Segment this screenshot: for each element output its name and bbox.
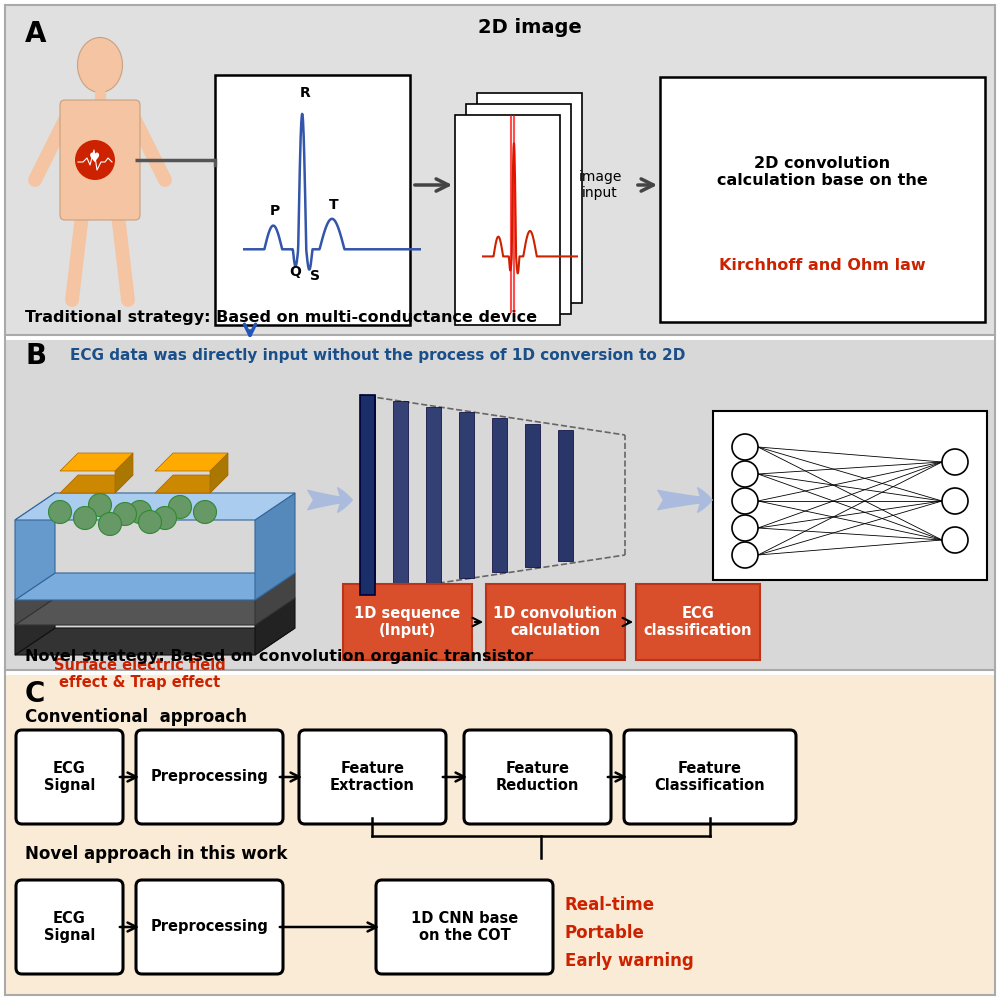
Text: 1D sequence
(Input): 1D sequence (Input) — [354, 606, 461, 638]
Bar — [5, 5, 995, 335]
Circle shape — [193, 500, 216, 524]
Text: image
input: image input — [578, 170, 622, 200]
FancyBboxPatch shape — [464, 730, 611, 824]
Circle shape — [732, 434, 758, 460]
FancyBboxPatch shape — [624, 730, 796, 824]
Text: ♥: ♥ — [89, 152, 101, 165]
Text: A: A — [25, 20, 46, 48]
FancyBboxPatch shape — [215, 75, 410, 325]
Circle shape — [48, 500, 72, 524]
Text: P: P — [270, 204, 280, 218]
Text: T: T — [329, 198, 339, 212]
Ellipse shape — [78, 37, 122, 93]
Text: R: R — [300, 86, 311, 100]
Text: 1D CNN base
on the COT: 1D CNN base on the COT — [411, 911, 518, 943]
FancyBboxPatch shape — [299, 730, 446, 824]
Polygon shape — [15, 493, 295, 520]
Polygon shape — [492, 418, 507, 572]
Text: Portable: Portable — [565, 924, 645, 942]
Text: C: C — [25, 680, 45, 708]
Polygon shape — [60, 453, 133, 471]
Text: Feature
Extraction: Feature Extraction — [330, 761, 415, 793]
Polygon shape — [15, 598, 295, 625]
Text: Preprocessing: Preprocessing — [151, 920, 268, 934]
Text: Novel approach in this work: Novel approach in this work — [25, 845, 287, 863]
FancyBboxPatch shape — [466, 104, 571, 314]
Text: Conventional  approach: Conventional approach — [25, 708, 247, 726]
Circle shape — [732, 488, 758, 514]
Text: Kirchhoff and Ohm law: Kirchhoff and Ohm law — [719, 257, 925, 272]
Circle shape — [114, 502, 136, 525]
Polygon shape — [15, 598, 55, 655]
Text: Early warning: Early warning — [565, 952, 694, 970]
Circle shape — [128, 500, 152, 524]
FancyBboxPatch shape — [376, 880, 553, 974]
Text: ECG
classification: ECG classification — [644, 606, 752, 638]
Text: ECG
Signal: ECG Signal — [44, 761, 95, 793]
Polygon shape — [360, 395, 375, 595]
Polygon shape — [360, 395, 375, 595]
FancyBboxPatch shape — [486, 584, 625, 660]
FancyBboxPatch shape — [136, 880, 283, 974]
Circle shape — [732, 542, 758, 568]
Polygon shape — [15, 493, 55, 600]
Text: B: B — [25, 342, 46, 370]
FancyBboxPatch shape — [636, 584, 760, 660]
Circle shape — [75, 140, 115, 180]
Text: Feature
Reduction: Feature Reduction — [496, 761, 579, 793]
Circle shape — [74, 506, 96, 530]
Polygon shape — [155, 475, 228, 493]
Text: ECG
Signal: ECG Signal — [44, 911, 95, 943]
Text: S: S — [310, 269, 320, 283]
FancyBboxPatch shape — [455, 115, 560, 325]
Text: Real-time: Real-time — [565, 896, 655, 914]
Circle shape — [154, 506, 176, 530]
Circle shape — [98, 512, 122, 536]
FancyBboxPatch shape — [713, 411, 987, 580]
Circle shape — [732, 461, 758, 487]
FancyBboxPatch shape — [477, 93, 582, 303]
Polygon shape — [115, 453, 133, 493]
Polygon shape — [155, 453, 228, 471]
Bar — [5, 675, 995, 995]
Circle shape — [942, 449, 968, 475]
Polygon shape — [426, 407, 441, 584]
FancyBboxPatch shape — [660, 77, 985, 322]
Polygon shape — [255, 493, 295, 600]
Circle shape — [88, 493, 112, 516]
Circle shape — [732, 515, 758, 541]
Circle shape — [942, 527, 968, 553]
Text: Novel strategy: Based on convolution organic transistor: Novel strategy: Based on convolution org… — [25, 649, 533, 664]
Polygon shape — [210, 453, 228, 493]
Text: 1D convolution
calculation: 1D convolution calculation — [493, 606, 618, 638]
FancyBboxPatch shape — [60, 100, 140, 220]
Circle shape — [138, 510, 162, 534]
FancyBboxPatch shape — [16, 730, 123, 824]
Circle shape — [942, 488, 968, 514]
Text: Traditional strategy: Based on multi-conductance device: Traditional strategy: Based on multi-con… — [25, 310, 537, 325]
Polygon shape — [15, 573, 295, 600]
Bar — [5, 340, 995, 670]
Text: 2D image: 2D image — [478, 18, 582, 37]
Polygon shape — [15, 628, 295, 655]
Text: Q: Q — [289, 265, 301, 279]
Polygon shape — [60, 475, 133, 493]
Polygon shape — [393, 401, 408, 589]
Text: 2D convolution
calculation base on the: 2D convolution calculation base on the — [717, 156, 927, 188]
Polygon shape — [15, 573, 55, 625]
Text: ECG data was directly input without the process of 1D conversion to 2D: ECG data was directly input without the … — [70, 348, 685, 363]
Polygon shape — [255, 573, 295, 625]
FancyBboxPatch shape — [136, 730, 283, 824]
Circle shape — [168, 495, 192, 518]
Polygon shape — [459, 412, 474, 578]
FancyBboxPatch shape — [16, 880, 123, 974]
FancyBboxPatch shape — [343, 584, 472, 660]
Text: Feature
Classification: Feature Classification — [655, 761, 765, 793]
Polygon shape — [558, 430, 573, 561]
Polygon shape — [525, 424, 540, 566]
Polygon shape — [255, 598, 295, 655]
Text: Preprocessing: Preprocessing — [151, 770, 268, 784]
Text: Surface electric field
effect & Trap effect: Surface electric field effect & Trap eff… — [54, 658, 226, 690]
